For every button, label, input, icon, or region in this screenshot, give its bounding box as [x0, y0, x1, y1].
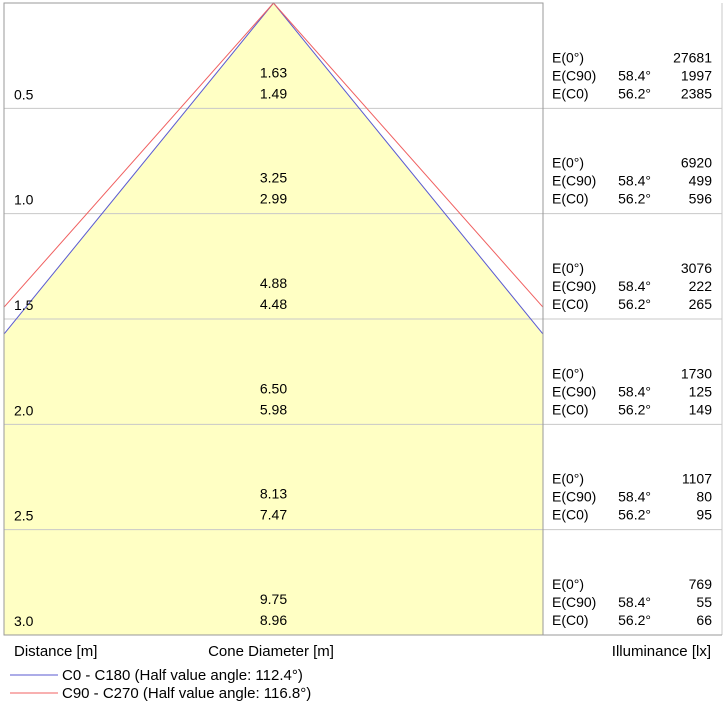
legend-c0-label: C0 - C180 (Half value angle: 112.4°) — [62, 667, 303, 684]
illuminance-ec90-label: E(C90) — [552, 173, 596, 189]
illuminance-e0-value: 1730 — [681, 365, 712, 381]
illuminance-e0-value: 769 — [689, 576, 713, 592]
illuminance-e0-label: E(0°) — [552, 576, 584, 592]
illuminance-ec0-value: 596 — [689, 191, 713, 207]
cone-diameter-c0: 5.98 — [260, 401, 287, 417]
illuminance-e0-label: E(0°) — [552, 260, 584, 276]
cone-diameter-c90: 3.25 — [260, 170, 287, 186]
cone-diameter-c90: 8.13 — [260, 486, 287, 502]
illuminance-ec90-label: E(C90) — [552, 594, 596, 610]
distance-value: 2.5 — [14, 508, 34, 524]
illuminance-ec0-label: E(C0) — [552, 401, 589, 417]
legend-c90-label: C90 - C270 (Half value angle: 116.8°) — [62, 685, 311, 702]
distance-value: 0.5 — [14, 86, 34, 102]
distance-grid — [4, 107, 722, 531]
illuminance-e0-value: 3076 — [681, 260, 712, 276]
illuminance-ec0-value: 149 — [689, 401, 713, 417]
illuminance-ec90-angle: 58.4° — [618, 173, 651, 189]
cone-diameter-c90: 9.75 — [260, 591, 287, 607]
illuminance-ec90-angle: 58.4° — [618, 594, 651, 610]
illuminance-e0-label: E(0°) — [552, 155, 584, 171]
cone-diameter-c0: 2.99 — [260, 191, 287, 207]
illuminance-ec90-label: E(C90) — [552, 383, 596, 399]
distance-value: 1.0 — [14, 192, 34, 208]
distance-value: 2.0 — [14, 402, 34, 418]
illuminance-ec0-angle: 56.2° — [618, 296, 651, 312]
illuminance-ec0-angle: 56.2° — [618, 612, 651, 628]
illuminance-ec90-value: 80 — [696, 489, 712, 505]
illuminance-ec0-label: E(C0) — [552, 191, 589, 207]
illuminance-ec90-angle: 58.4° — [618, 489, 651, 505]
illuminance-ec90-label: E(C90) — [552, 278, 596, 294]
illuminance-e0-label: E(0°) — [552, 49, 584, 65]
row-labels: 0.5 1.63 1.49 E(0°) 27681 E(C90) 58.4° 1997 E(C0… — [14, 49, 712, 629]
distance-axis-label: Distance [m] — [14, 643, 97, 660]
illuminance-ec90-label: E(C90) — [552, 489, 596, 505]
illuminance-ec0-angle: 56.2° — [618, 401, 651, 417]
illuminance-ec0-angle: 56.2° — [618, 85, 651, 101]
illuminance-ec90-value: 55 — [696, 594, 712, 610]
illuminance-ec90-value: 499 — [689, 173, 713, 189]
illuminance-ec0-label: E(C0) — [552, 296, 589, 312]
illuminance-ec0-angle: 56.2° — [618, 191, 651, 207]
illuminance-ec90-value: 1997 — [681, 67, 712, 83]
cone-diameter-c0: 4.48 — [260, 296, 287, 312]
illuminance-ec0-value: 66 — [696, 612, 712, 628]
cone-diameter-c90: 6.50 — [260, 380, 287, 396]
illuminance-ec0-angle: 56.2° — [618, 507, 651, 523]
cone-diameter-c0: 8.96 — [260, 612, 287, 628]
illuminance-ec90-label: E(C90) — [552, 67, 596, 83]
illuminance-ec0-value: 2385 — [681, 85, 712, 101]
chart-frame — [3, 2, 723, 636]
distance-value: 1.5 — [14, 297, 34, 313]
illuminance-ec0-value: 95 — [696, 507, 712, 523]
illuminance-ec90-angle: 58.4° — [618, 67, 651, 83]
illuminance-e0-label: E(0°) — [552, 365, 584, 381]
illuminance-ec90-value: 222 — [689, 278, 713, 294]
cone-diameter-axis-label: Cone Diameter [m] — [208, 643, 334, 660]
illuminance-e0-value: 1107 — [682, 471, 712, 487]
illuminance-e0-label: E(0°) — [552, 471, 584, 487]
illuminance-ec90-angle: 58.4° — [618, 278, 651, 294]
cone-diameter-c90: 4.88 — [260, 275, 287, 291]
illuminance-ec0-value: 265 — [689, 296, 713, 312]
cone-diameter-c0: 7.47 — [260, 507, 287, 523]
illuminance-e0-value: 27681 — [673, 49, 712, 65]
illuminance-e0-value: 6920 — [681, 155, 712, 171]
illuminance-ec0-label: E(C0) — [552, 507, 589, 523]
cone-diameter-c0: 1.49 — [260, 85, 287, 101]
illuminance-ec90-value: 125 — [689, 383, 713, 399]
illuminance-ec0-label: E(C0) — [552, 85, 589, 101]
illuminance-ec0-label: E(C0) — [552, 612, 589, 628]
illuminance-ec90-angle: 58.4° — [618, 383, 651, 399]
illuminance-axis-label: Illuminance [lx] — [612, 643, 711, 660]
distance-value: 3.0 — [14, 613, 34, 629]
cone-diameter-c90: 1.63 — [260, 64, 287, 80]
